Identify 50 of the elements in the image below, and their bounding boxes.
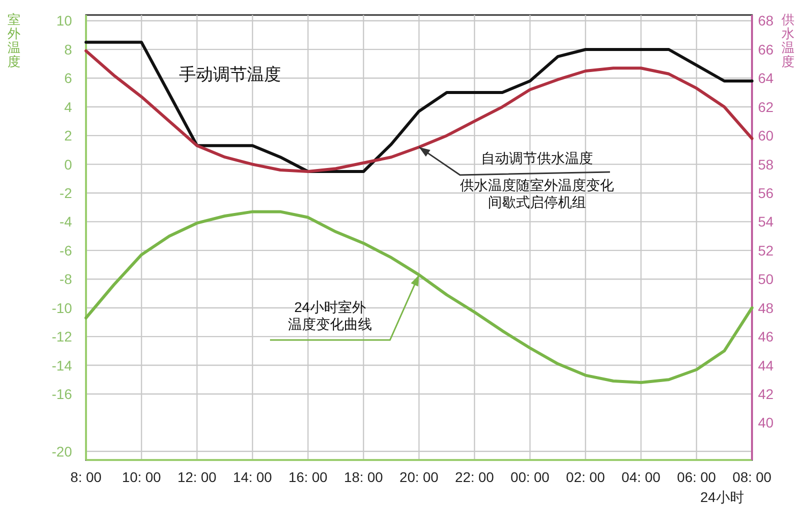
- x-axis-title: 24小时: [700, 489, 744, 505]
- y2-tick-label: 48: [758, 300, 774, 316]
- y2-tick-label: 68: [758, 12, 774, 29]
- y2-tick-label: 56: [758, 185, 774, 201]
- y2-tick-label: 42: [758, 386, 774, 402]
- y-tick-label: -16: [52, 386, 72, 402]
- x-tick-label: 8: 00: [70, 469, 102, 485]
- x-tick-label: 20: 00: [400, 469, 439, 485]
- y-tick-label: 10: [56, 12, 72, 29]
- y-tick-label: 6: [64, 70, 72, 86]
- y-tick-label: -14: [52, 357, 72, 374]
- y2-tick-label: 60: [758, 128, 774, 144]
- y-tick-label: 2: [64, 128, 72, 144]
- y-tick-label: -6: [60, 242, 72, 258]
- y-tick-label: -20: [52, 443, 72, 460]
- x-tick-label: 04: 00: [622, 469, 661, 485]
- y2-tick-label: 40: [758, 414, 774, 431]
- y2-tick-label: 62: [758, 98, 774, 115]
- x-tick-label: 14: 00: [233, 469, 272, 485]
- x-tick-label: 10: 00: [122, 469, 162, 485]
- x-tick-label: 22: 00: [455, 469, 494, 485]
- y2-tick-label: 46: [758, 328, 774, 345]
- x-tick-label: 16: 00: [288, 469, 328, 485]
- y2-tick-label: 66: [758, 41, 774, 58]
- annotation: 自动调节供水温度: [481, 150, 593, 166]
- annotation: 24小时室外温度变化曲线: [288, 299, 372, 332]
- x-tick-label: 06: 00: [677, 469, 716, 485]
- y2-tick-label: 44: [758, 357, 774, 374]
- y-tick-label: -2: [60, 185, 72, 201]
- y2-tick-label: 58: [758, 156, 774, 172]
- x-tick-label: 08: 00: [732, 469, 772, 485]
- y2-tick-label: 52: [758, 242, 774, 258]
- x-tick-label: 18: 00: [344, 469, 384, 485]
- y-tick-label: 4: [64, 98, 72, 115]
- y-tick-label: -12: [52, 328, 72, 345]
- annotation: 手动调节温度: [179, 65, 281, 84]
- y-tick-label: 0: [64, 156, 72, 172]
- y-axis-title: 室外温度: [8, 12, 20, 69]
- x-tick-label: 02: 00: [566, 469, 606, 485]
- x-tick-label: 00: 00: [510, 469, 550, 485]
- annotation: 供水温度随室外温度变化间歇式启停机组: [460, 177, 614, 210]
- y-tick-label: 8: [64, 41, 72, 58]
- y-tick-label: -4: [60, 214, 72, 230]
- y-tick-label: -8: [60, 271, 72, 288]
- y-tick-label: -10: [52, 300, 72, 316]
- y2-tick-label: 50: [758, 271, 774, 288]
- y2-tick-label: 64: [758, 70, 774, 86]
- y2-axis-title: 供水温度: [782, 12, 794, 69]
- x-tick-label: 12: 00: [178, 469, 217, 485]
- y2-tick-label: 54: [758, 214, 774, 230]
